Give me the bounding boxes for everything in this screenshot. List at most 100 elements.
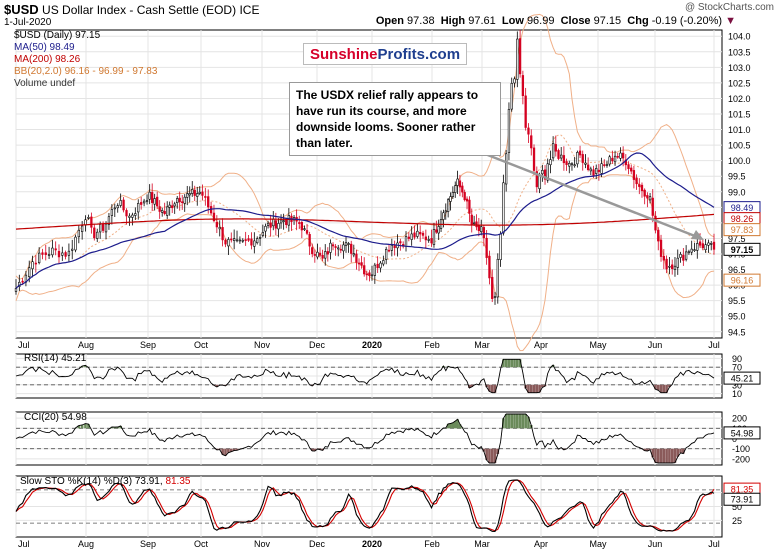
candle-body — [311, 247, 314, 255]
candle-body — [549, 159, 552, 166]
x-tick-label-bottom: Jul — [708, 539, 720, 549]
y-tick-label: 101.5 — [728, 110, 751, 120]
candle-body — [463, 192, 466, 201]
stoch-legend-d: 81.35 — [165, 476, 191, 487]
candle-body — [264, 225, 267, 232]
candle-body — [80, 225, 84, 232]
candle-body — [370, 274, 374, 277]
candle-body — [410, 233, 413, 240]
candle-body — [316, 251, 319, 258]
candle-body — [468, 199, 471, 214]
down-arrow-icon: ▼ — [725, 15, 736, 27]
candle-body — [148, 191, 151, 200]
bollinger-middle-band — [15, 134, 715, 289]
candle-body — [376, 263, 379, 269]
candle-body — [342, 244, 345, 252]
x-tick-label: Nov — [254, 340, 271, 350]
candle-body — [37, 252, 41, 264]
candle-body — [373, 264, 376, 276]
candle-body — [502, 182, 505, 234]
candle-body — [238, 239, 242, 242]
candle-body — [444, 210, 447, 213]
low-label: Low — [501, 15, 524, 27]
rsi-y-tick: 70 — [732, 363, 742, 373]
candle-body — [454, 185, 457, 193]
candle-body — [321, 254, 324, 259]
candle-body — [390, 244, 393, 251]
candle-body — [662, 255, 665, 261]
candle-body — [261, 232, 265, 236]
y-tick-label: 100.5 — [728, 141, 751, 151]
candle-body — [107, 216, 111, 225]
x-tick-label-bottom: Mar — [474, 539, 490, 549]
candle-body — [516, 38, 519, 80]
annotation-arrow-shaft — [479, 150, 701, 240]
candle-body — [379, 262, 382, 269]
candle-body — [646, 195, 649, 199]
candle-body — [347, 243, 350, 245]
candle-body — [153, 198, 156, 205]
candle-body — [707, 242, 710, 246]
candle-body — [472, 222, 476, 225]
stoch-d-line — [15, 479, 715, 532]
candle-body — [244, 239, 247, 241]
candle-body — [181, 201, 184, 204]
y-tick-label: 101.0 — [728, 125, 751, 135]
analysis-annotation: The USDX relief rally appears to have ru… — [289, 82, 501, 156]
candle-body — [318, 252, 322, 256]
candle-body — [551, 143, 555, 159]
candle-body — [382, 260, 385, 265]
candle-body — [221, 227, 224, 241]
y-tick-label: 97.5 — [728, 234, 746, 244]
x-tick-label-bottom: Nov — [254, 539, 271, 549]
candle-body — [499, 233, 502, 260]
x-tick-label: Aug — [78, 340, 94, 350]
x-tick-label: Jul — [18, 340, 30, 350]
candle-body — [424, 236, 428, 241]
candle-body — [518, 38, 522, 75]
candle-body — [344, 242, 348, 246]
candle-body — [613, 155, 617, 163]
stoch-legend: Slow STO %K(14) %D(3) 73.91, 81.35 — [20, 476, 190, 488]
candle-body — [458, 180, 462, 188]
exchange: ICE — [239, 3, 260, 17]
candle-body — [568, 162, 571, 167]
sunshine-profits-logo: SunshineProfits.com — [303, 43, 468, 65]
candle-body — [619, 152, 622, 159]
candle-body — [465, 198, 469, 202]
candle-body — [247, 238, 250, 241]
candle-body — [253, 240, 256, 247]
candle-body — [51, 247, 54, 256]
x-tick-label: Dec — [309, 340, 326, 350]
candle-body — [303, 228, 306, 230]
candle-body — [482, 227, 486, 239]
y-tick-label: 99.0 — [728, 187, 746, 197]
candle-body — [285, 219, 288, 225]
value-label-box — [723, 273, 761, 287]
candle-body — [14, 288, 18, 292]
x-tick-label: May — [589, 340, 607, 350]
candle-body — [31, 261, 34, 270]
candle-body — [565, 161, 568, 165]
candle-body — [287, 215, 291, 226]
candle-body — [173, 203, 176, 207]
candle-body — [128, 215, 131, 218]
y-tick-label: 103.0 — [728, 63, 751, 73]
candle-body — [651, 197, 654, 216]
candle-body — [87, 217, 90, 219]
candle-body — [331, 244, 335, 247]
y-tick-label: 104.0 — [728, 32, 751, 42]
cci-value-box — [723, 426, 761, 440]
y-tick-label: 100.0 — [728, 156, 751, 166]
y-tick-label: 96.5 — [728, 265, 746, 275]
candle-body — [125, 210, 128, 217]
candle-body — [256, 238, 259, 244]
candle-body — [282, 220, 285, 222]
candle-body — [546, 163, 549, 181]
candle-body — [387, 249, 391, 252]
candle-body — [627, 164, 630, 170]
candle-body — [532, 147, 536, 171]
x-tick-label-bottom: Dec — [309, 539, 326, 549]
candle-body — [104, 223, 108, 233]
bollinger-upper-band — [15, 13, 715, 280]
